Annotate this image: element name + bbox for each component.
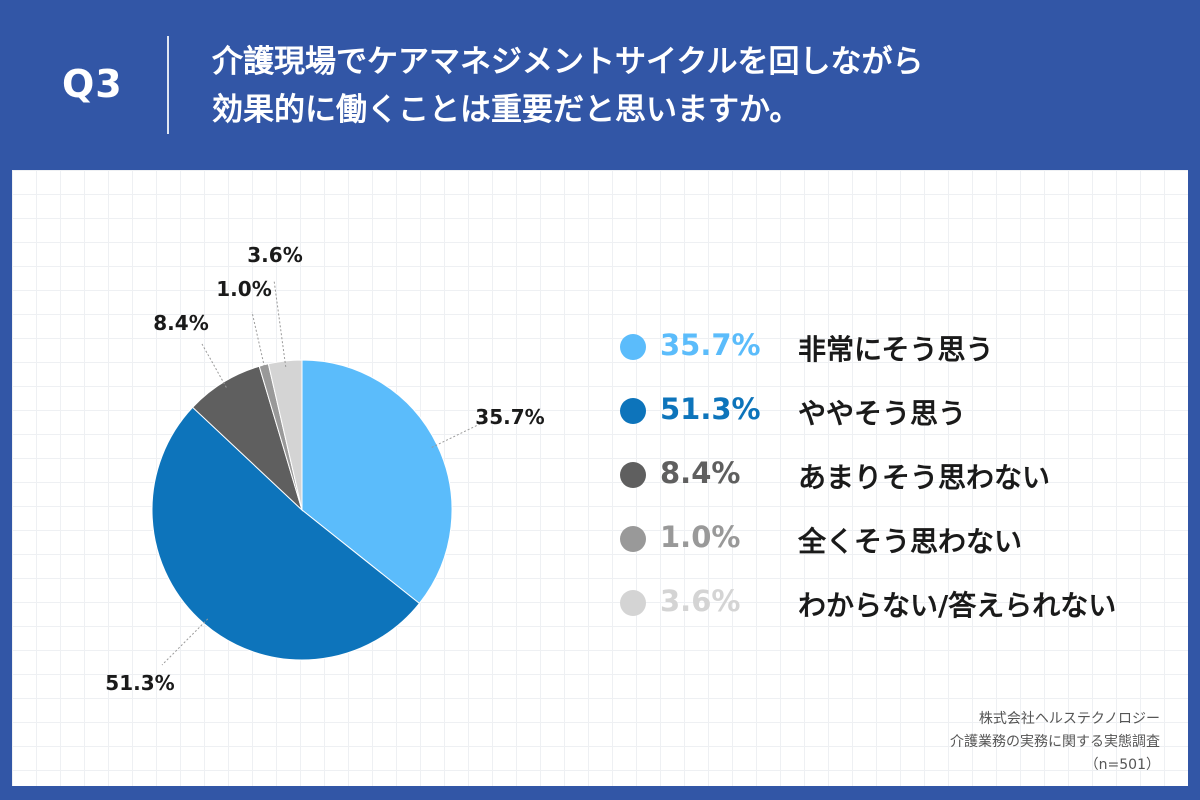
legend-swatch-4 (620, 526, 646, 552)
data-label-4: 1.0% (216, 277, 271, 301)
leader-line-4 (251, 311, 266, 371)
legend-swatch-2 (620, 398, 646, 424)
legend-value-3: 8.4% (660, 456, 741, 490)
legend-label-5: わからない/答えられない (798, 589, 1117, 622)
legend-label-4: 全くそう思わない (798, 525, 1023, 558)
question-number: Q3 (62, 62, 123, 106)
legend: 35.7% 非常にそう思う 51.3% ややそう思う 8.4% あまりそう思わない 1.0%… (620, 318, 1180, 638)
legend-label-1: 非常にそう思う (798, 333, 994, 366)
chart-panel: 35.7% 51.3% 8.4% 1.0% 3.6% 35.7% 非常にそう思う 51.3%… (12, 170, 1188, 786)
legend-item-2: 51.3% ややそう思う (620, 382, 1180, 446)
legend-label-3: あまりそう思わない (798, 461, 1051, 494)
data-label-2: 51.3% (105, 671, 174, 695)
source-sample-size: （n=501） (1084, 757, 1160, 773)
legend-item-4: 1.0% 全くそう思わない (620, 510, 1180, 574)
question-title-line-2: 効果的に働くことは重要だと思いますか。 (212, 92, 801, 128)
legend-value-5: 3.6% (660, 584, 741, 618)
data-label-5: 3.6% (247, 243, 302, 267)
legend-item-3: 8.4% あまりそう思わない (620, 446, 1180, 510)
legend-label-2: ややそう思う (798, 397, 967, 430)
legend-value-2: 51.3% (660, 392, 761, 426)
source-survey: 介護業務の実務に関する実態調査 (950, 734, 1160, 750)
leader-line-1 (431, 423, 481, 448)
legend-swatch-5 (620, 590, 646, 616)
legend-swatch-1 (620, 334, 646, 360)
question-title: 介護現場でケアマネジメントサイクルを回しながら 効果的に働くことは重要だと思いま… (212, 38, 1172, 134)
header: Q3 介護現場でケアマネジメントサイクルを回しながら 効果的に働くことは重要だと… (0, 0, 1200, 170)
pie-chart: 35.7% 51.3% 8.4% 1.0% 3.6% (105, 243, 544, 695)
data-label-1: 35.7% (475, 405, 544, 429)
legend-value-4: 1.0% (660, 520, 741, 554)
legend-value-1: 35.7% (660, 328, 761, 362)
header-divider (167, 36, 169, 134)
question-title-line-1: 介護現場でケアマネジメントサイクルを回しながら (212, 44, 924, 80)
data-label-3: 8.4% (153, 311, 208, 335)
legend-item-5: 3.6% わからない/答えられない (620, 574, 1180, 638)
leader-line-5 (273, 279, 287, 367)
source-note: 株式会社ヘルステクノロジー 介護業務の実務に関する実態調査 （n=501） (950, 708, 1160, 777)
leader-line-3 (201, 343, 227, 388)
legend-swatch-3 (620, 462, 646, 488)
leader-line-2 (161, 618, 209, 666)
source-company: 株式会社ヘルステクノロジー (978, 711, 1160, 727)
legend-item-1: 35.7% 非常にそう思う (620, 318, 1180, 382)
